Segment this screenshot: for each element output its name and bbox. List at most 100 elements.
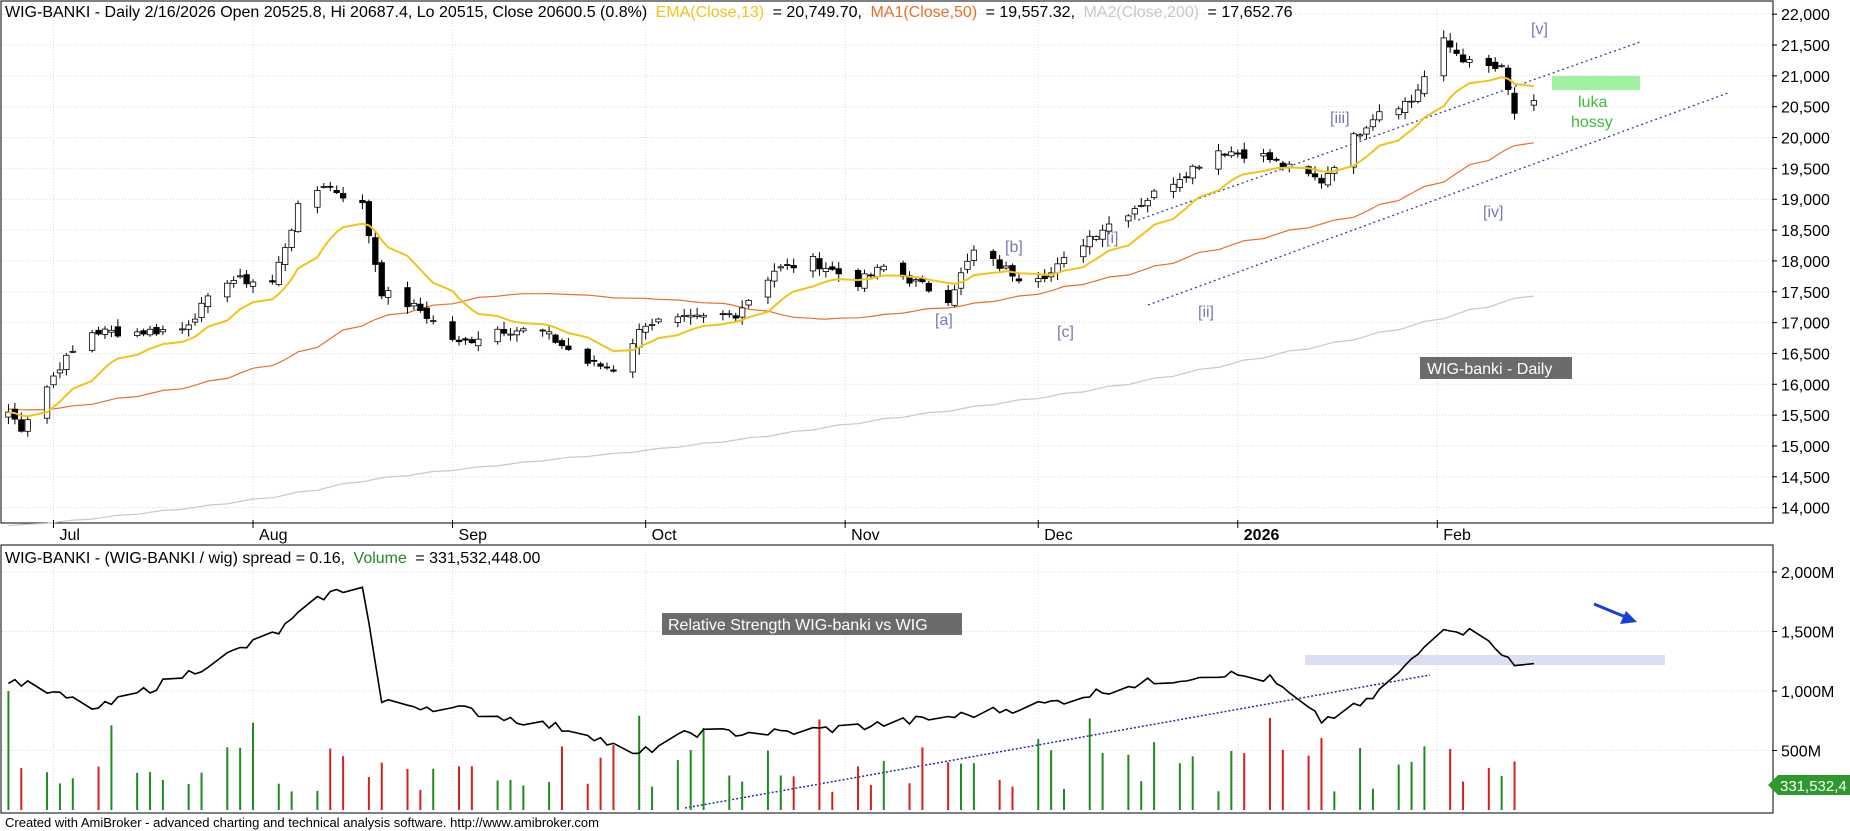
volume-last-badge: 331,532,4: [1780, 778, 1847, 795]
channel-upper-line: [1137, 41, 1641, 221]
header-ma2-label: MA2(Close,200): [1083, 4, 1199, 21]
volume-header: WIG-BANKI - (WIG-BANKI / wig) spread = 0…: [5, 550, 540, 567]
volume-axis: 2,000M 1,500M 1,000M 500M: [1772, 565, 1834, 761]
price-panel-label: WIG-banki - Daily: [1427, 361, 1552, 378]
candle-body: [1459, 54, 1467, 63]
candle-body: [101, 328, 109, 335]
candle-body: [282, 247, 289, 265]
candle-body: [404, 287, 411, 308]
price-tick-label: 17,000: [1781, 316, 1830, 333]
candle-body: [1093, 236, 1100, 240]
price-panel-label-box: [1420, 357, 1572, 379]
candle-body: [1305, 166, 1312, 175]
candle-body: [964, 260, 971, 270]
candle-body: [1015, 278, 1023, 282]
candle-body: [513, 330, 521, 336]
ma2-line: [8, 295, 1534, 527]
candle-body: [1318, 177, 1325, 184]
candle-body: [1408, 100, 1415, 103]
header-title: WIG-BANKI - Daily 2/16/2026 Open 20525.8…: [5, 4, 647, 21]
candle-body: [333, 189, 340, 194]
wave-label-c: [c]: [1057, 324, 1074, 341]
price-tick-label: 16,500: [1781, 346, 1830, 363]
candle-body: [243, 274, 250, 285]
candle-body: [179, 328, 186, 331]
candle-body: [475, 338, 482, 347]
volume-tick-label: 1,000M: [1781, 684, 1834, 701]
volume-header-text: WIG-BANKI - (WIG-BANKI / wig) spread = 0…: [5, 550, 345, 567]
candle-body: [636, 329, 643, 348]
candle-body: [1138, 205, 1145, 207]
price-tick-label: 17,500: [1781, 285, 1830, 302]
candle-body: [790, 264, 797, 269]
candle-body: [198, 302, 205, 318]
candle-body: [822, 268, 829, 272]
gap-label-luka: luka: [1578, 94, 1607, 111]
month-label: Feb: [1443, 527, 1471, 544]
candle-body: [1170, 183, 1177, 192]
volume-tick-label: 500M: [1781, 744, 1821, 761]
candle-body: [378, 262, 385, 297]
candle-body: [1125, 215, 1132, 222]
ma1-line: [8, 142, 1534, 411]
price-tick-label: 14,000: [1781, 501, 1830, 518]
candle-body: [1369, 119, 1377, 128]
candle-body: [18, 419, 25, 432]
price-tick-label: 14,500: [1781, 470, 1830, 487]
month-label: Oct: [652, 527, 677, 544]
candle-body: [777, 266, 784, 269]
wave-label-iv: [iv]: [1483, 204, 1503, 221]
candle-body: [146, 328, 154, 336]
rs-panel-label: Relative Strength WIG-banki vs WIG: [668, 617, 928, 634]
rs-panel-label-box: [662, 613, 962, 635]
candle-body: [339, 193, 347, 199]
candle-body: [835, 268, 842, 275]
candle-body: [1002, 265, 1010, 269]
price-gridlines: [2, 13, 1772, 509]
candle-body: [1363, 127, 1370, 135]
footer-credit: Created with AmiBroker - advanced charti…: [5, 815, 599, 830]
candle-body: [204, 295, 212, 308]
candle-body: [224, 282, 231, 298]
candle-body: [385, 290, 392, 298]
candle-body: [693, 314, 701, 317]
candle-body: [597, 363, 604, 367]
candle-body: [500, 328, 508, 334]
candle-body: [591, 359, 598, 362]
candle-body: [1150, 190, 1158, 199]
candle-body: [1099, 229, 1106, 240]
rs-trendline: [684, 674, 1431, 809]
candle-body: [925, 282, 932, 292]
candle-body: [700, 314, 707, 318]
candle-body: [449, 321, 456, 340]
candle-body: [565, 345, 572, 350]
candle-body: [320, 186, 327, 188]
candle-body: [603, 366, 611, 369]
candle-body: [732, 315, 739, 319]
candle-body: [1196, 166, 1203, 169]
candle-body: [69, 350, 76, 353]
volume-header-value: = 331,532,448.00: [415, 550, 540, 567]
candle-body: [423, 307, 430, 319]
price-tick-label: 15,500: [1781, 408, 1830, 425]
resistance-zone: [1305, 655, 1665, 665]
candle-body: [249, 281, 257, 287]
candle-body: [1260, 153, 1267, 157]
month-label: Aug: [259, 527, 287, 544]
price-tick-label: 21,000: [1781, 69, 1830, 86]
candle-body: [275, 261, 282, 285]
price-tick-label: 19,500: [1781, 161, 1830, 178]
price-tick-label: 18,500: [1781, 223, 1830, 240]
candle-body: [1421, 76, 1428, 95]
wave-label-b: [b]: [1005, 239, 1023, 256]
candle-body: [1395, 108, 1402, 116]
price-tick-label: 21,500: [1781, 38, 1830, 55]
wave-label-a: [a]: [935, 312, 953, 329]
candle-body: [1530, 100, 1537, 106]
price-tick-label: 16,000: [1781, 377, 1830, 394]
header-ema-value: = 20,749.70,: [773, 4, 862, 21]
candle-body: [1144, 199, 1151, 207]
candle-body: [867, 274, 875, 277]
header-ma1-value: = 19,557.32,: [986, 4, 1075, 21]
candle-body: [1234, 152, 1241, 155]
